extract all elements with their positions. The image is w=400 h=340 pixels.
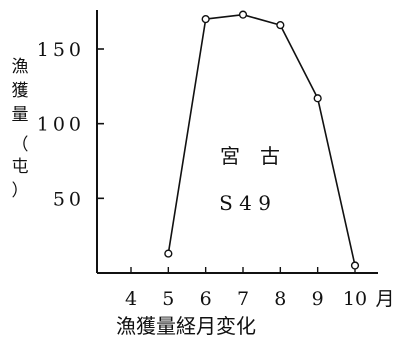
y-ticks: 50 100 150 [37, 39, 104, 210]
x-tick-label: 7 [237, 288, 249, 310]
y-axis-label-char: 漁 [12, 57, 29, 77]
series-line [167, 13, 356, 266]
x-tick-label: 10 [343, 288, 367, 310]
y-tick-label: 50 [53, 188, 85, 210]
y-axis-label-char: 屯 [12, 157, 29, 177]
y-axis-label: 漁 獲 量 （ 屯 ） [12, 57, 29, 201]
data-point [238, 10, 248, 19]
data-point [350, 261, 360, 270]
data-point [201, 15, 210, 24]
x-tick-label: 8 [274, 288, 286, 310]
y-axis-label-char: （ [12, 135, 29, 155]
data-point [164, 249, 173, 258]
x-tick-label: 9 [312, 288, 324, 310]
data-point [276, 21, 285, 30]
x-tick-label: 5 [162, 288, 174, 310]
y-axis-label-char: ） [12, 181, 29, 201]
x-axis-caption: 漁獲量経月変化 [116, 314, 256, 338]
x-unit-label: 月 [375, 288, 394, 310]
y-tick-label: 150 [37, 39, 85, 61]
y-tick-label: 100 [37, 114, 85, 136]
annotation-location: 宮 古 [220, 144, 280, 168]
x-ticks: 4 5 6 7 8 9 10 [125, 267, 367, 310]
data-points [164, 10, 360, 270]
x-tick-label: 6 [200, 288, 212, 310]
axes [96, 10, 378, 274]
x-tick-label: 4 [125, 288, 137, 310]
annotation-year: S 4 9 [219, 191, 271, 215]
y-axis-label-char: 量 [12, 105, 29, 125]
y-axis-label-char: 獲 [12, 81, 29, 101]
data-point [313, 94, 322, 103]
